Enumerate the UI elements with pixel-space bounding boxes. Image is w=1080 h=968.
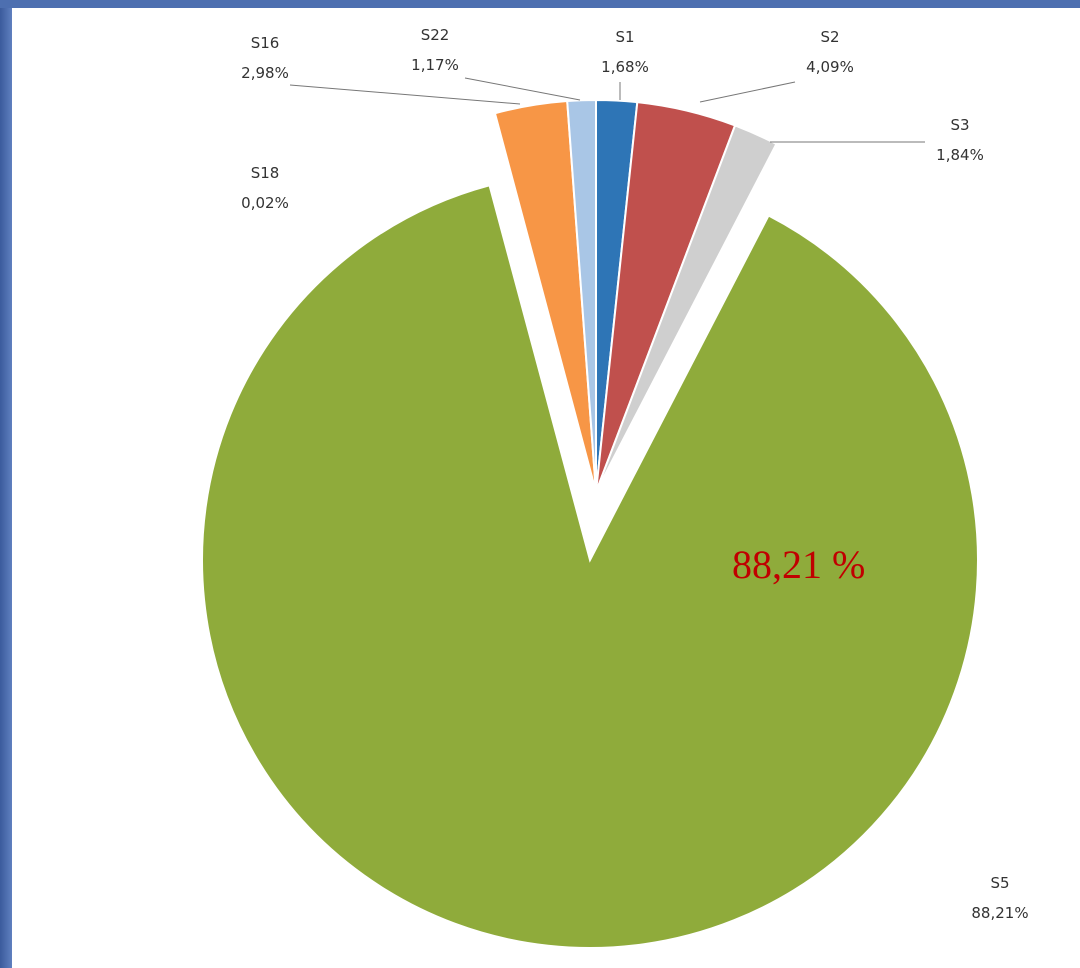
pie-slice — [566, 98, 597, 493]
slice-name: S22 — [421, 26, 450, 44]
labels: S1 1,68% S2 4,09% S3 1,84% S5 88,21% S18 0,02% S16… — [241, 26, 1028, 922]
slice-value-label: 1,17% — [411, 56, 459, 74]
top-strip — [0, 0, 1080, 8]
slice-name: S1 — [615, 28, 634, 46]
slice-value-label: 4,09% — [806, 58, 854, 76]
pie-slice — [201, 184, 979, 949]
slice-name: S2 — [820, 28, 839, 46]
annotation: 88,21 % — [732, 542, 865, 587]
pie — [201, 98, 979, 949]
leader-lines — [289, 77, 925, 143]
slice-name: S18 — [251, 164, 280, 182]
slice-value-label: 2,98% — [241, 64, 289, 82]
leader-line — [289, 84, 521, 105]
slice-value-label: 1,84% — [936, 146, 984, 164]
slice-name: S5 — [990, 874, 1009, 892]
slice-value-label: 0,02% — [241, 194, 289, 212]
slice-name: S3 — [950, 116, 969, 134]
leader-line — [464, 77, 581, 101]
leader-line — [699, 81, 796, 103]
slice-name: S16 — [251, 34, 280, 52]
pie-slice — [595, 124, 778, 493]
slice-value-label: 1,68% — [601, 58, 649, 76]
slice-value-label: 88,21% — [971, 904, 1028, 922]
